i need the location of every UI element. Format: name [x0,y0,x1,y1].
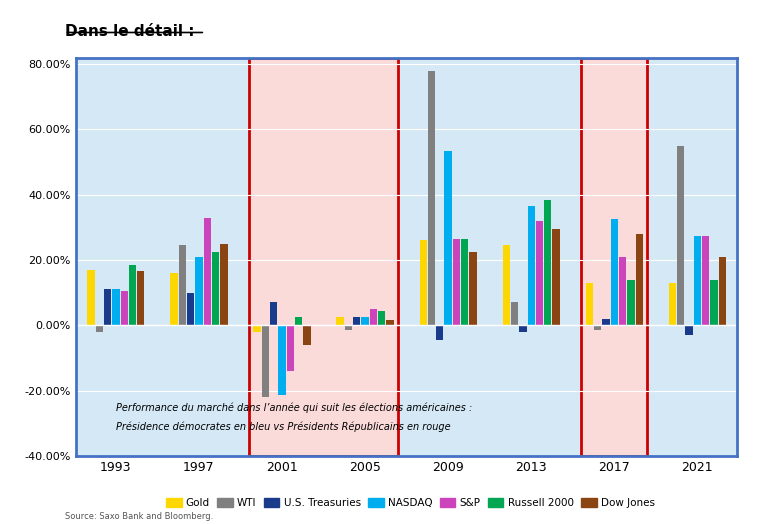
Bar [362,317,369,325]
Bar [249,58,398,456]
Bar [677,146,684,325]
Bar [137,271,144,325]
Bar [378,311,385,325]
Bar [204,217,211,325]
Bar [369,309,377,325]
Bar [470,252,477,325]
Bar [195,257,203,325]
Text: Dans le détail :: Dans le détail : [65,24,194,39]
Bar [635,234,643,325]
Bar [170,273,178,325]
Bar [502,245,510,325]
Bar [544,200,552,325]
Text: Présidence démocrates en bleu vs Présidents Républicains en rouge: Présidence démocrates en bleu vs Préside… [116,422,451,432]
Bar [619,257,626,325]
Bar [610,219,618,325]
Bar [295,317,302,325]
Bar [669,283,676,325]
Bar [461,239,468,325]
Bar [436,325,444,340]
Bar [121,291,128,325]
Bar [453,239,460,325]
Bar [345,325,352,330]
Bar [353,317,360,325]
Bar [711,280,717,325]
Bar [287,325,294,371]
Bar [104,289,111,325]
Bar [337,317,344,325]
Bar [220,244,227,325]
Bar [87,270,94,325]
Bar [553,229,560,325]
Bar [112,289,119,325]
Bar [603,319,610,325]
Bar [212,252,219,325]
Bar [527,206,535,325]
Bar [303,325,311,345]
Bar [253,325,261,332]
Bar [594,325,601,330]
Bar [586,283,593,325]
Bar [420,241,427,325]
Bar [536,221,543,325]
Bar [445,151,451,325]
Bar [386,320,394,325]
Bar [261,325,269,397]
Bar [270,302,277,325]
Text: Performance du marché dans l’année qui suit les élections américaines :: Performance du marché dans l’année qui s… [116,402,473,412]
Bar [511,302,518,325]
Legend: Gold, WTI, U.S. Treasuries, NASDAQ, S&P, Russell 2000, Dow Jones: Gold, WTI, U.S. Treasuries, NASDAQ, S&P,… [162,494,659,512]
Bar [129,265,136,325]
Bar [278,325,286,396]
Bar [187,293,195,325]
Bar [519,325,527,332]
Bar [686,325,692,335]
Bar [627,280,635,325]
Bar [428,71,435,325]
Bar [96,325,103,332]
Bar [694,236,701,325]
Text: Source: Saxo Bank and Bloomberg.: Source: Saxo Bank and Bloomberg. [65,512,213,521]
Bar [719,257,726,325]
Bar [179,245,186,325]
Bar [581,58,648,456]
Bar [702,236,709,325]
